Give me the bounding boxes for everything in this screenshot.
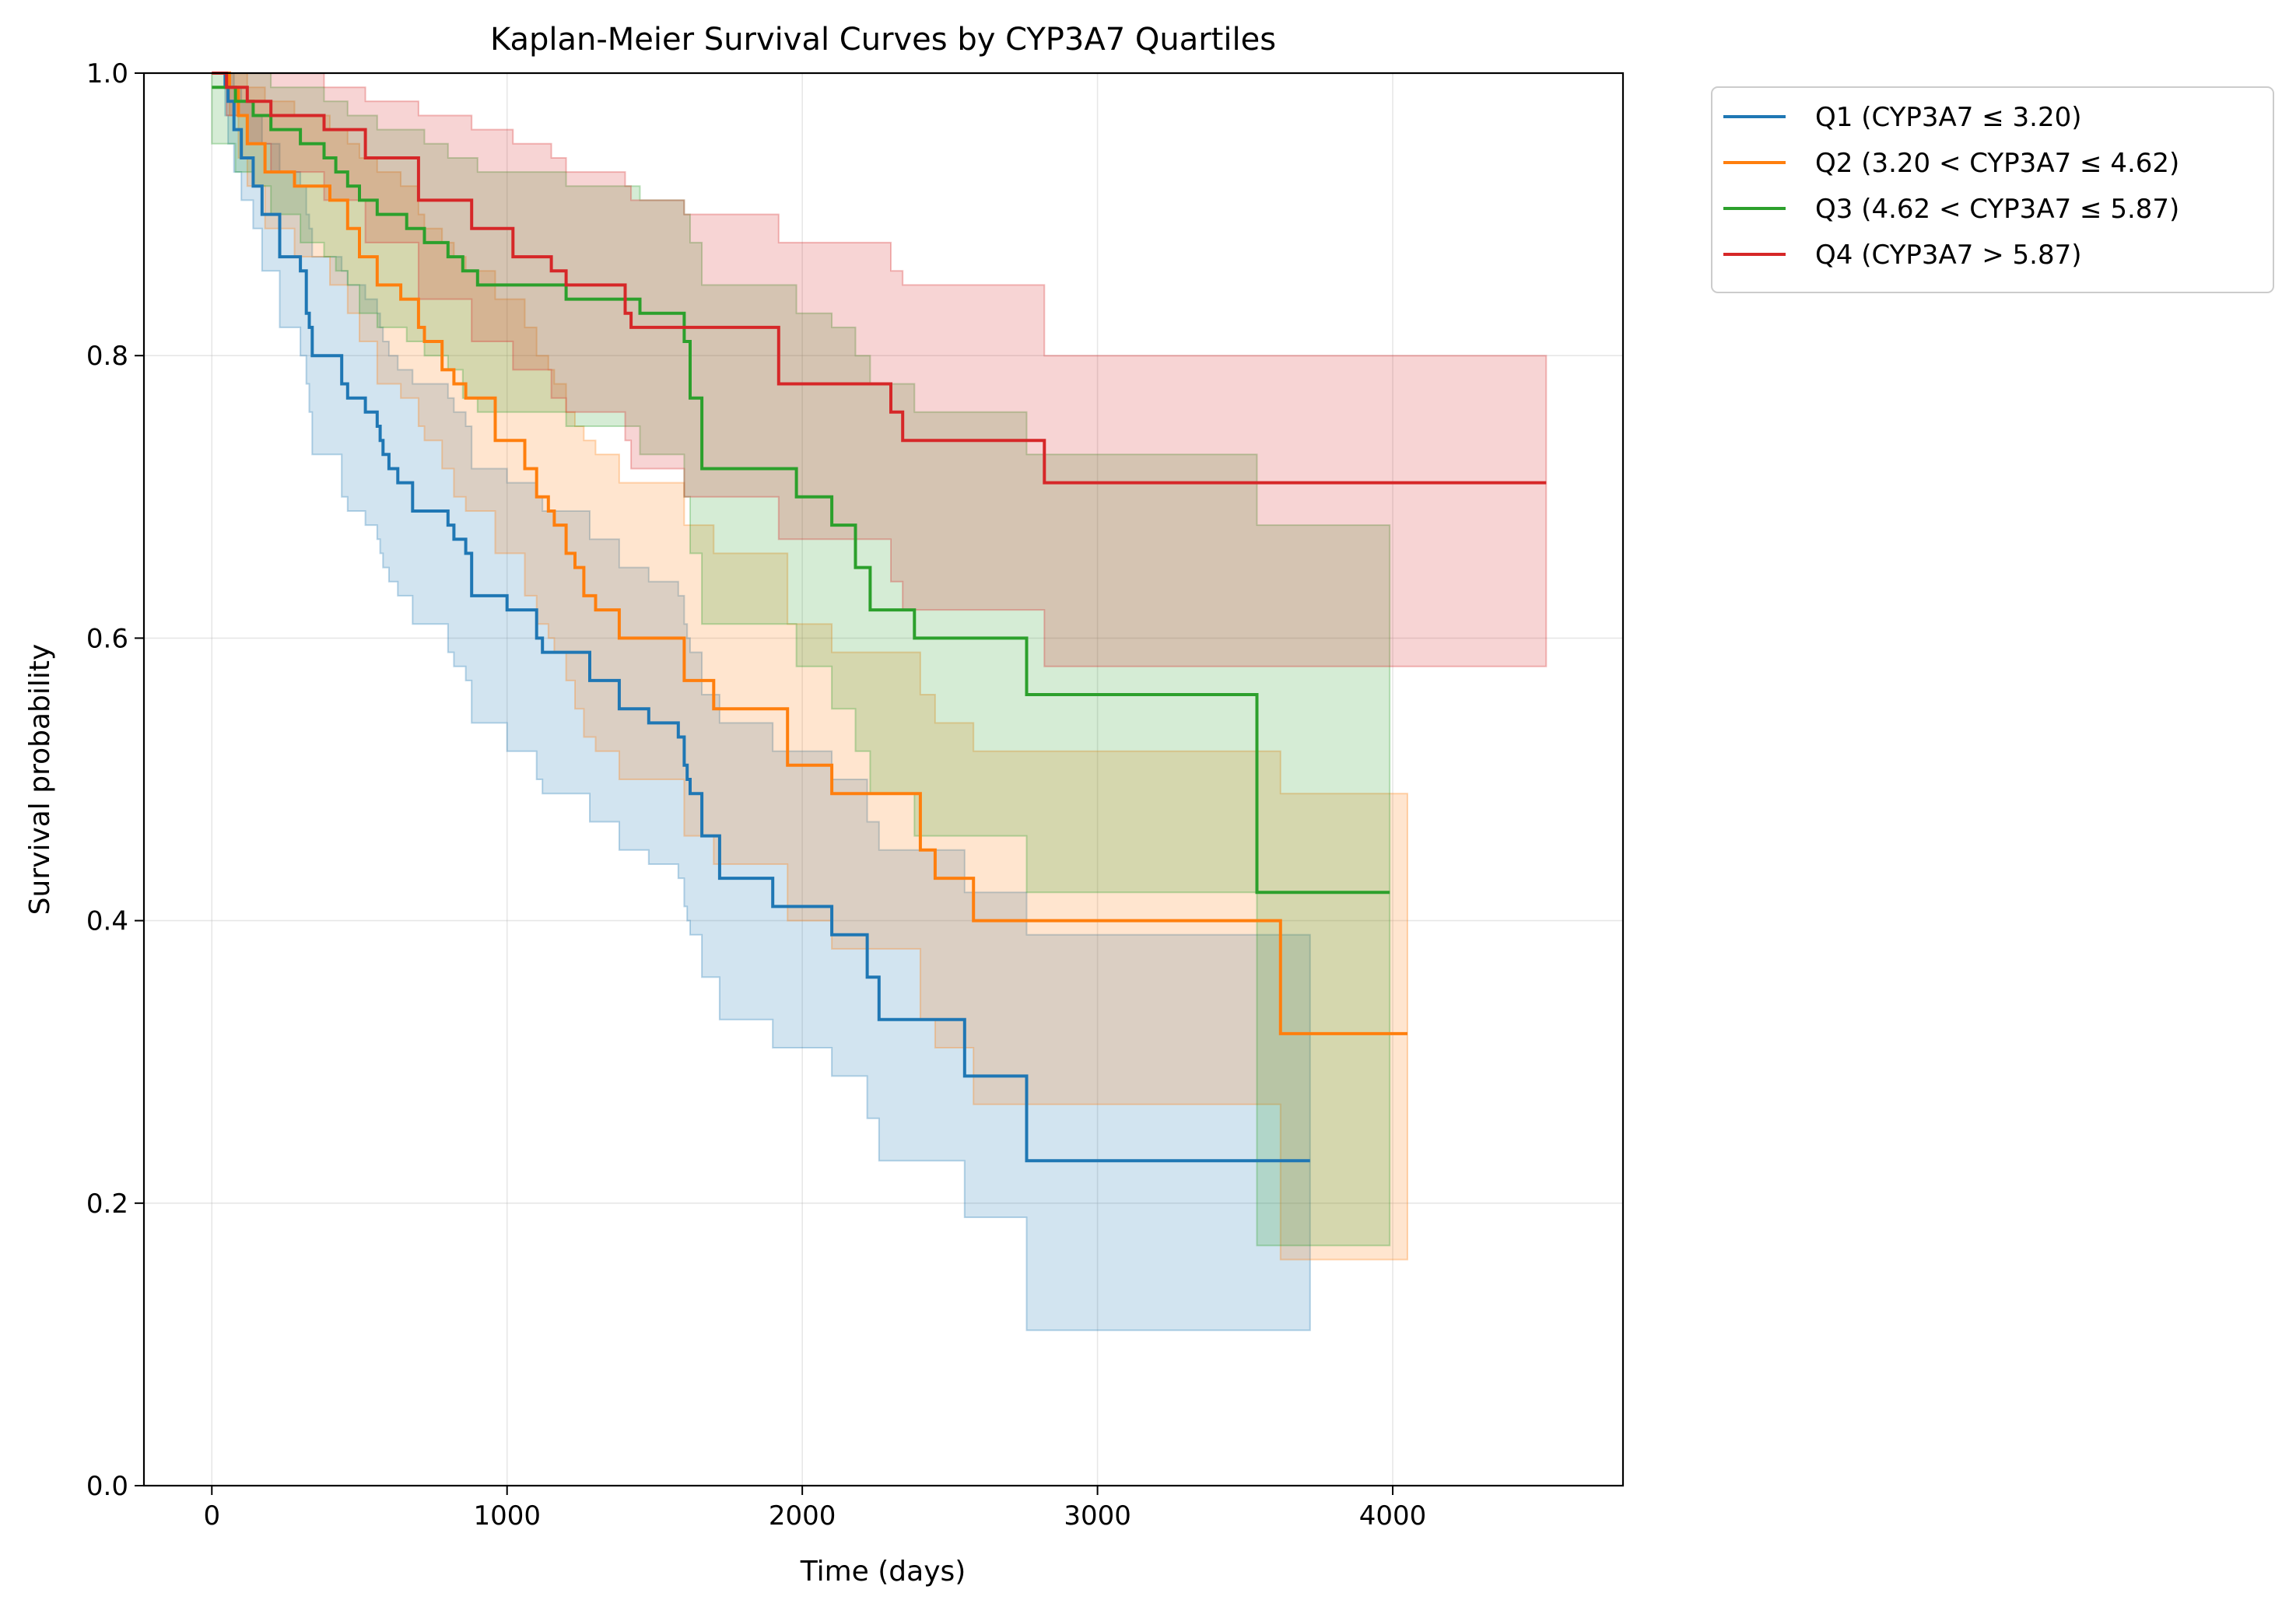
x-axis-ticks: 0 1000 2000 3000 4000 [203, 1486, 1426, 1532]
x-tick-label: 3000 [1064, 1500, 1131, 1532]
legend-label-q2: Q2 (3.20 < CYP3A7 ≤ 4.62) [1815, 148, 2179, 179]
x-axis-label: Time (days) [800, 1556, 966, 1588]
ci-band-q1 [212, 72, 1311, 1332]
y-axis-ticks: 0.0 0.2 0.4 0.6 0.8 1.0 [86, 58, 144, 1502]
ci-band-q4 [212, 72, 1548, 667]
x-tick-label: 0 [203, 1500, 220, 1532]
legend: Q1 (CYP3A7 ≤ 3.20) Q2 (3.20 < CYP3A7 ≤ 4.… [1711, 86, 2274, 293]
y-tick-label: 1.0 [86, 58, 128, 89]
ci-band-q2 [212, 72, 1408, 1261]
x-tick-label: 4000 [1359, 1500, 1427, 1532]
plot-frame [142, 72, 1625, 1487]
confidence-bands [211, 72, 1548, 1332]
y-tick-label: 0.2 [86, 1189, 128, 1220]
y-tick-label: 0.4 [86, 906, 128, 937]
legend-label-q4: Q4 (CYP3A7 > 5.87) [1815, 240, 2081, 271]
survival-line-q3 [212, 86, 1390, 895]
legend-label-q3: Q3 (4.62 < CYP3A7 ≤ 5.87) [1815, 194, 2179, 225]
chart-title: Kaplan-Meier Survival Curves by CYP3A7 Q… [490, 22, 1276, 58]
legend-label-q1: Q1 (CYP3A7 ≤ 3.20) [1815, 102, 2081, 133]
y-tick-label: 0.8 [86, 341, 128, 372]
y-tick-label: 0.0 [86, 1471, 128, 1502]
legend-box [1711, 86, 2274, 293]
x-tick-label: 1000 [473, 1500, 541, 1532]
survival-line-q1 [212, 72, 1310, 1163]
ci-band-q3 [211, 72, 1391, 1247]
survival-curves [212, 72, 1547, 1163]
survival-line-q4 [212, 72, 1547, 485]
survival-line-q2 [212, 72, 1407, 1035]
y-axis-label: Survival probability [24, 644, 56, 916]
x-tick-label: 2000 [769, 1500, 836, 1532]
y-tick-label: 0.6 [86, 623, 128, 654]
